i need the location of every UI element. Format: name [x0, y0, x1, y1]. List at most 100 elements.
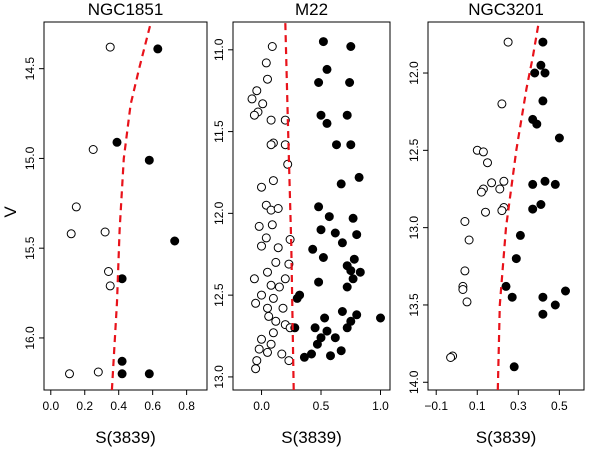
filled-point — [318, 253, 328, 262]
filled-point — [501, 281, 511, 291]
filled-point — [337, 238, 347, 248]
x-tick-label: 0.2 — [76, 399, 93, 413]
open-point — [252, 356, 262, 366]
filled-point — [538, 37, 548, 47]
open-point — [66, 229, 76, 239]
panel-ngc3201: NGC3201 S(3839) −0.1 0.1 0.3 0.5 12.0 12.5 13.0 1… — [407, 0, 585, 447]
y-tick-label: 14.0 — [407, 370, 421, 394]
filled-point — [345, 78, 355, 87]
open-point — [446, 353, 456, 362]
filled-point — [117, 274, 127, 284]
y-tick-label: 12.0 — [212, 201, 226, 225]
fit-curve — [110, 21, 153, 391]
open-point — [499, 176, 509, 186]
filled-point — [322, 326, 332, 336]
filled-point — [299, 352, 309, 362]
filled-point — [550, 179, 560, 189]
filled-point — [515, 230, 525, 240]
open-point — [251, 298, 261, 308]
open-point — [497, 206, 507, 216]
filled-point — [337, 307, 347, 316]
filled-point — [318, 37, 328, 47]
open-point — [271, 316, 281, 326]
filled-point — [336, 179, 346, 189]
filled-point — [153, 44, 163, 54]
filled-point — [292, 293, 302, 303]
filled-point — [336, 346, 346, 356]
open-point — [261, 58, 271, 68]
filled-point — [322, 118, 332, 128]
open-point — [263, 303, 272, 313]
open-point — [497, 99, 507, 109]
filled-point — [112, 137, 122, 147]
open-point — [267, 220, 277, 230]
filled-point — [308, 244, 318, 254]
filled-point — [346, 140, 356, 150]
filled-point — [346, 42, 356, 51]
open-point — [268, 176, 278, 186]
open-point — [478, 147, 488, 157]
filled-point — [316, 225, 326, 235]
filled-point — [532, 119, 542, 129]
open-point — [264, 311, 274, 321]
x-tick-label: 0.1 — [469, 399, 486, 413]
open-point — [274, 282, 284, 292]
filled-point — [561, 286, 570, 296]
x-tick-label: 0.5 — [551, 399, 568, 413]
open-point — [71, 202, 81, 212]
filled-point — [312, 339, 322, 349]
open-point — [263, 74, 272, 84]
filled-point — [352, 310, 362, 320]
x-tick-label: 0.5 — [313, 399, 330, 413]
filled-point — [348, 274, 358, 284]
filled-point — [342, 110, 352, 120]
panel-title: NGC3201 — [468, 0, 544, 19]
x-tick-label: 0.6 — [144, 399, 161, 413]
open-point — [273, 204, 283, 213]
x-axis-label: S(3839) — [476, 428, 536, 447]
y-tick-label: 13.0 — [407, 216, 421, 240]
plot-frame — [427, 21, 585, 391]
open-point — [254, 344, 264, 354]
filled-point — [355, 267, 365, 277]
filled-point — [314, 202, 324, 212]
open-point — [65, 369, 74, 379]
x-tick-label: 0.8 — [178, 399, 195, 413]
y-tick-label: 12.0 — [407, 61, 421, 85]
x-tick-label: 1.0 — [372, 399, 389, 413]
open-point — [249, 110, 259, 120]
filled-point — [332, 140, 341, 150]
filled-point — [509, 362, 519, 372]
open-point — [266, 339, 276, 349]
filled-point — [117, 369, 127, 379]
filled-point — [348, 213, 358, 223]
open-point — [257, 182, 266, 192]
y-tick-label: 14.5 — [23, 57, 37, 81]
open-point — [495, 184, 505, 194]
filled-point — [310, 323, 320, 333]
plot-frame — [43, 21, 208, 391]
x-axis-label: S(3839) — [281, 428, 341, 447]
filled-point — [550, 300, 560, 310]
open-point — [280, 274, 290, 284]
plot-frame — [232, 21, 391, 391]
filled-point — [354, 172, 364, 182]
open-point — [247, 94, 257, 104]
y-axis-label: V — [1, 206, 20, 218]
y-tick-label: 12.5 — [407, 138, 421, 162]
panel-m22: M22 S(3839) 0.0 0.5 1.0 11.0 11.5 12.0 12.5 13.0 — [212, 0, 391, 447]
open-point — [266, 140, 276, 150]
y-tick-label: 15.5 — [23, 236, 37, 260]
filled-point — [314, 78, 324, 87]
filled-point — [349, 254, 359, 264]
filled-point — [326, 351, 335, 361]
open-point — [105, 281, 115, 291]
x-tick-label: 0.0 — [42, 399, 59, 413]
filled-point — [540, 68, 550, 78]
y-tick-label: 11.5 — [212, 120, 226, 143]
open-point — [263, 267, 272, 277]
open-point — [476, 187, 486, 197]
open-point — [503, 37, 513, 47]
filled-point — [144, 155, 154, 165]
